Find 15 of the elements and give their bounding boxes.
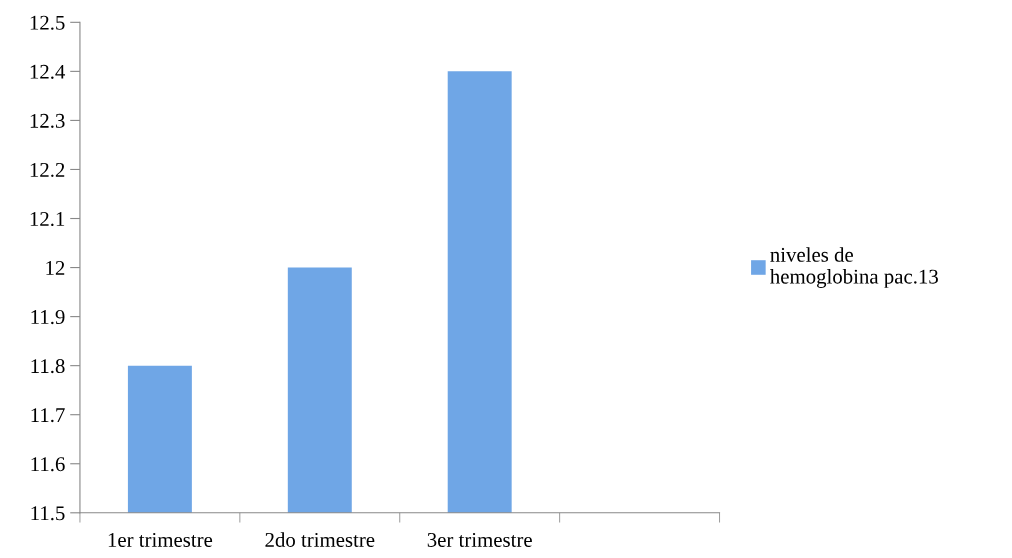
y-tick-label: 12 xyxy=(46,260,65,275)
y-tick-label: 11.5 xyxy=(31,506,65,521)
x-tick-label: 3er trimestre xyxy=(427,532,532,547)
y-tick-label: 11.7 xyxy=(31,408,65,423)
y-tick-label: 11.6 xyxy=(31,457,65,472)
y-tick-label: 11.9 xyxy=(31,310,65,325)
y-tick-label: 12.4 xyxy=(30,64,66,79)
y-tick-label: 11.8 xyxy=(31,359,65,374)
x-tick-label: 2do trimestre xyxy=(265,532,375,547)
y-tick-label: 12.5 xyxy=(30,15,65,30)
y-tick-label: 12.1 xyxy=(30,211,65,227)
x-tick-label: 1er trimestre xyxy=(108,532,213,547)
y-tick-label: 12.2 xyxy=(30,162,65,177)
y-tick-label: 12.3 xyxy=(30,113,65,128)
legend-label: niveles de hemoglobina pac.13 xyxy=(770,247,938,288)
